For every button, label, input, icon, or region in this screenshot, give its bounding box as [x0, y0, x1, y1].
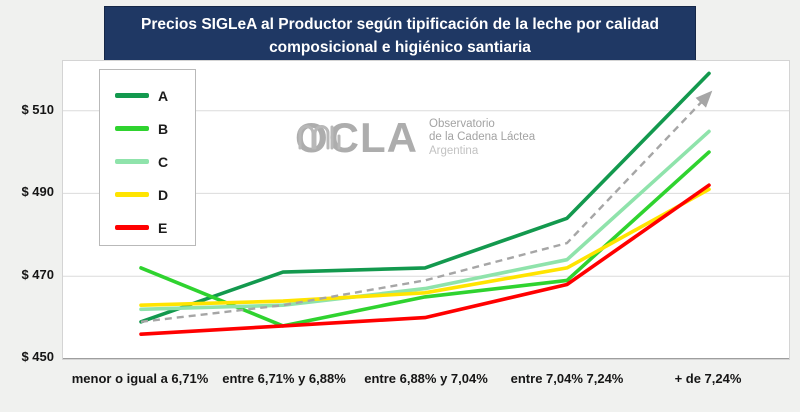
legend-swatch-B	[115, 126, 149, 131]
chart-title-line2: composicional e higiénico santiaria	[269, 39, 531, 57]
x-axis-label: entre 6,88% y 7,04%	[364, 371, 488, 386]
legend-swatch-A	[115, 93, 149, 98]
legend-item-D: D	[115, 178, 195, 211]
y-axis-tick: $ 510	[21, 102, 54, 117]
legend-item-E: E	[115, 211, 195, 244]
series-line-C	[139, 129, 711, 312]
legend-item-C: C	[115, 145, 195, 178]
x-axis-label: + de 7,24%	[674, 371, 742, 386]
y-axis-tick: $ 470	[21, 267, 54, 282]
y-axis-tick: $ 450	[21, 349, 54, 364]
legend: A B C D E	[99, 69, 196, 246]
series-line-A	[139, 71, 711, 324]
x-axis-label: menor o igual a 6,71%	[71, 371, 209, 386]
legend-label-A: A	[158, 87, 169, 104]
legend-item-B: B	[115, 112, 195, 145]
legend-label-E: E	[158, 219, 168, 236]
x-axis-label: entre 6,71% y 6,88%	[222, 371, 346, 386]
legend-label-D: D	[158, 186, 169, 203]
legend-swatch-E	[115, 225, 149, 230]
chart-title-line1: Precios SIGLeA al Productor según tipifi…	[141, 16, 659, 33]
chart-title: Precios SIGLeA al Productor según tipifi…	[104, 6, 696, 67]
legend-swatch-C	[115, 159, 149, 164]
legend-label-B: B	[158, 120, 169, 137]
legend-label-C: C	[158, 153, 169, 170]
series-line-E	[139, 183, 711, 337]
x-axis-label: entre 7,04% 7,24%	[510, 371, 624, 386]
y-axis-tick: $ 490	[21, 184, 54, 199]
line-chart-svg	[63, 71, 789, 359]
legend-item-A: A	[115, 79, 195, 112]
series-line-D	[139, 187, 711, 307]
legend-swatch-D	[115, 192, 149, 197]
series-line-B	[139, 150, 711, 328]
